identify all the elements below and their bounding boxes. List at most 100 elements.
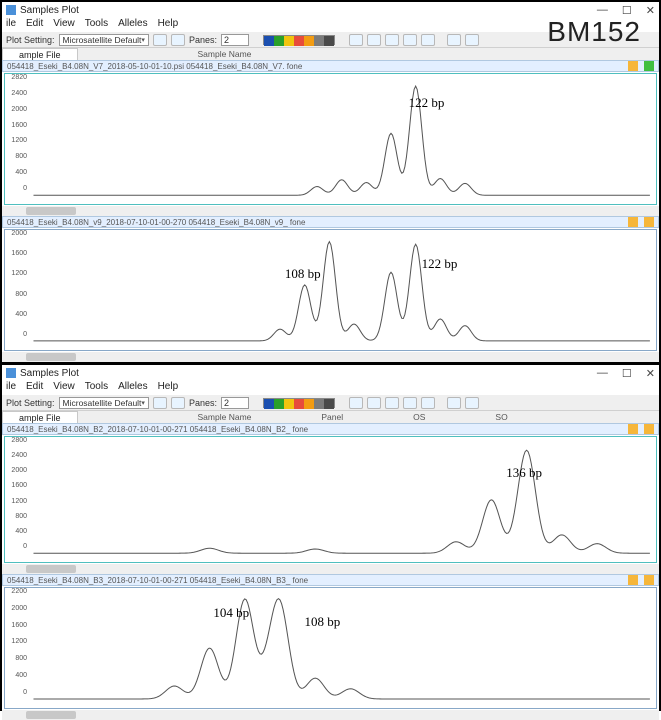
col-os: OS	[413, 412, 425, 422]
h-scrollbar[interactable]	[2, 564, 659, 574]
flag-warn-icon	[644, 575, 654, 585]
flag-warn-icon	[628, 61, 638, 71]
y-axis-ticks: 280024002000160012008004000	[7, 437, 27, 550]
sample-row-header[interactable]: 054418_Eseki_B4.08N_B2_2018-07-10-01-00-…	[2, 423, 659, 435]
flag-warn-icon	[644, 217, 654, 227]
sample-row-header[interactable]: 054418_Eseki_B4.08N_B3_2018-07-10-01-00-…	[2, 574, 659, 586]
toolbar-button[interactable]	[385, 34, 399, 46]
panes-spinner[interactable]: 2	[221, 34, 249, 46]
menubar: ile Edit View Tools Alleles Help	[2, 381, 659, 395]
sample-filename: 054418_Eseki_B4.08N_B3_2018-07-10-01-00-…	[7, 576, 308, 585]
menu-edit[interactable]: Edit	[26, 18, 43, 32]
menu-tools[interactable]: Tools	[85, 381, 108, 395]
h-scrollbar[interactable]	[2, 206, 659, 216]
electropherogram-plot[interactable]: 8090100110120130140150 28002400200016001…	[4, 436, 657, 563]
app-icon	[6, 5, 16, 15]
electropherogram-plot[interactable]: 6080100120140160 28202400200016001200800…	[4, 73, 657, 205]
minimize-icon[interactable]: —	[597, 4, 608, 17]
plot-setting-dropdown[interactable]: Microsatellite Default ▾	[59, 34, 149, 46]
plot-svg	[5, 230, 656, 352]
menu-alleles[interactable]: Alleles	[118, 18, 147, 32]
toolbar-button[interactable]	[153, 397, 167, 409]
toolbar-button[interactable]	[465, 397, 479, 409]
sample-filename: 054418_Eseki_B4.08N_B2_2018-07-10-01-00-…	[7, 425, 308, 434]
maximize-icon[interactable]: ☐	[622, 367, 632, 380]
toolbar: Plot Setting: Microsatellite Default ▾ P…	[2, 395, 659, 411]
flag-ok-icon	[644, 61, 654, 71]
toolbar-button[interactable]	[171, 397, 185, 409]
menu-file[interactable]: ile	[6, 381, 16, 395]
flag-warn-icon	[644, 424, 654, 434]
dye-swatches[interactable]	[263, 35, 335, 45]
window-title: Samples Plot	[20, 368, 597, 379]
col-sample-name: Sample Name	[198, 412, 252, 422]
y-axis-ticks: 282024002000160012008004000	[7, 74, 27, 192]
plot-setting-value: Microsatellite Default	[63, 35, 142, 45]
toolbar-button[interactable]	[385, 397, 399, 409]
col-panel: Panel	[321, 412, 343, 422]
window-title: Samples Plot	[20, 5, 597, 16]
sample-row-header[interactable]: 054418_Eseki_B4.08N_V7_2018-05-10-01-10.…	[2, 60, 659, 72]
toolbar-button[interactable]	[447, 397, 461, 409]
h-scrollbar[interactable]	[2, 710, 659, 720]
window-top: Samples Plot — ☐ ✕ ile Edit View Tools A…	[2, 2, 659, 362]
marker-label: BM152	[547, 16, 641, 48]
chevron-down-icon: ▾	[141, 399, 145, 407]
flag-warn-icon	[628, 217, 638, 227]
toolbar-button[interactable]	[171, 34, 185, 46]
tab-sample-file[interactable]: ample File	[2, 411, 78, 423]
menu-tools[interactable]: Tools	[85, 18, 108, 32]
minimize-icon[interactable]: —	[597, 367, 608, 380]
plot-svg	[5, 74, 656, 206]
menu-alleles[interactable]: Alleles	[118, 381, 147, 395]
col-sample-name: Sample Name	[198, 49, 252, 59]
close-icon[interactable]: ✕	[646, 367, 655, 380]
menu-file[interactable]: ile	[6, 18, 16, 32]
tab-sample-file[interactable]: ample File	[2, 48, 78, 60]
toolbar-button[interactable]	[421, 34, 435, 46]
toolbar-button[interactable]	[421, 397, 435, 409]
panes-label: Panes:	[189, 398, 217, 408]
window-bottom: Samples Plot — ☐ ✕ ile Edit View Tools A…	[2, 365, 659, 720]
close-icon[interactable]: ✕	[646, 4, 655, 17]
chevron-down-icon: ▾	[141, 36, 145, 44]
plot-svg	[5, 437, 656, 564]
column-header: ample File Sample Name	[2, 48, 659, 60]
plot-svg	[5, 588, 656, 710]
sample-row-header[interactable]: 054418_Eseki_B4.08N_v9_2018-07-10-01-00-…	[2, 216, 659, 228]
electropherogram-plot[interactable]: 22002000160012008004000 104 bp 108 bp	[4, 587, 657, 709]
menu-help[interactable]: Help	[158, 381, 179, 395]
panes-spinner[interactable]: 2	[221, 397, 249, 409]
toolbar-button[interactable]	[403, 397, 417, 409]
sample-filename: 054418_Eseki_B4.08N_V7_2018-05-10-01-10.…	[7, 62, 302, 71]
toolbar-button[interactable]	[349, 397, 363, 409]
panes-label: Panes:	[189, 35, 217, 45]
column-header: ample File Sample Name Panel OS SO	[2, 411, 659, 423]
toolbar-button[interactable]	[367, 397, 381, 409]
toolbar-button[interactable]	[367, 34, 381, 46]
toolbar-button[interactable]	[465, 34, 479, 46]
titlebar: Samples Plot — ☐ ✕	[2, 365, 659, 381]
h-scrollbar[interactable]	[2, 352, 659, 362]
sample-filename: 054418_Eseki_B4.08N_v9_2018-07-10-01-00-…	[7, 218, 305, 227]
menu-view[interactable]: View	[53, 381, 75, 395]
electropherogram-plot[interactable]: 2000160012008004000 108 bp 122 bp	[4, 229, 657, 351]
menu-help[interactable]: Help	[158, 18, 179, 32]
toolbar-button[interactable]	[447, 34, 461, 46]
flag-warn-icon	[628, 575, 638, 585]
y-axis-ticks: 2000160012008004000	[7, 230, 27, 338]
app-icon	[6, 368, 16, 378]
toolbar-button[interactable]	[349, 34, 363, 46]
menu-view[interactable]: View	[53, 18, 75, 32]
col-so: SO	[495, 412, 507, 422]
plot-setting-dropdown[interactable]: Microsatellite Default ▾	[59, 397, 149, 409]
plot-setting-label: Plot Setting:	[6, 35, 55, 45]
maximize-icon[interactable]: ☐	[622, 4, 632, 17]
toolbar-button[interactable]	[153, 34, 167, 46]
plot-setting-label: Plot Setting:	[6, 398, 55, 408]
dye-swatches[interactable]	[263, 398, 335, 408]
menu-edit[interactable]: Edit	[26, 381, 43, 395]
plot-setting-value: Microsatellite Default	[63, 398, 142, 408]
toolbar-button[interactable]	[403, 34, 417, 46]
y-axis-ticks: 22002000160012008004000	[7, 588, 27, 696]
